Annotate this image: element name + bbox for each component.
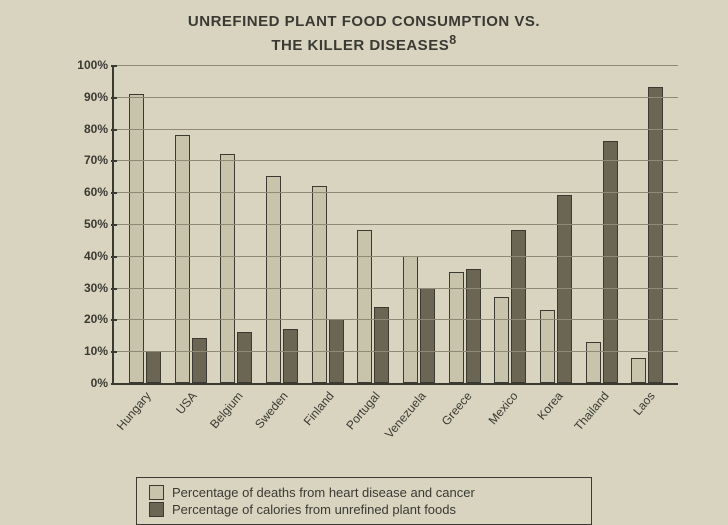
legend-label: Percentage of deaths from heart disease … <box>172 485 475 500</box>
title-line2: THE KILLER DISEASES <box>271 37 449 54</box>
x-axis-label: Hungary <box>114 389 154 433</box>
bar-deaths <box>540 310 555 383</box>
chart-title: UNREFINED PLANT FOOD CONSUMPTION VS. THE… <box>0 0 728 55</box>
x-axis-label: Thailand <box>572 389 612 433</box>
bar-plant <box>648 87 663 383</box>
gridline <box>114 256 678 257</box>
chart-area: 0%10%20%30%40%50%60%70%80%90%100% Hungar… <box>60 65 698 385</box>
bar-plant <box>603 141 618 383</box>
x-axis-label: Venezuela <box>382 389 429 441</box>
gridline <box>114 288 678 289</box>
bar-plant <box>146 351 161 383</box>
x-axis-label: Belgium <box>207 389 246 431</box>
title-line1: UNREFINED PLANT FOOD CONSUMPTION VS. <box>188 13 540 30</box>
bar-plant <box>192 338 207 383</box>
legend: Percentage of deaths from heart disease … <box>136 477 592 525</box>
legend-item: Percentage of deaths from heart disease … <box>149 484 579 501</box>
x-axis-label: Greece <box>438 389 474 428</box>
x-axis-label: USA <box>173 389 200 417</box>
y-tick <box>111 351 117 353</box>
y-tick <box>111 192 117 194</box>
bar-deaths <box>312 186 327 383</box>
y-tick <box>111 256 117 258</box>
y-axis-label: 60% <box>84 185 108 199</box>
bar-deaths <box>357 230 372 383</box>
x-axis-label: Korea <box>535 389 566 423</box>
bar-deaths <box>631 358 646 383</box>
x-axis-label: Portugal <box>343 389 382 432</box>
y-tick <box>111 288 117 290</box>
y-tick <box>111 224 117 226</box>
bar-deaths <box>586 342 601 383</box>
y-axis-label: 10% <box>84 344 108 358</box>
y-tick <box>111 160 117 162</box>
title-superscript: 8 <box>449 33 456 47</box>
bar-plant <box>466 269 481 383</box>
y-axis-label: 0% <box>91 376 108 390</box>
bar-plant <box>420 288 435 383</box>
gridline <box>114 224 678 225</box>
y-tick <box>111 383 117 385</box>
bar-deaths <box>175 135 190 383</box>
y-axis-label: 80% <box>84 122 108 136</box>
legend-label: Percentage of calories from unrefined pl… <box>172 502 456 517</box>
gridline <box>114 129 678 130</box>
legend-swatch <box>149 485 164 500</box>
y-tick <box>111 97 117 99</box>
bar-deaths <box>129 94 144 383</box>
bar-deaths <box>494 297 509 383</box>
y-tick <box>111 319 117 321</box>
y-tick <box>111 65 117 67</box>
y-axis-label: 20% <box>84 312 108 326</box>
gridline <box>114 65 678 66</box>
gridline <box>114 192 678 193</box>
plot-area: 0%10%20%30%40%50%60%70%80%90%100% <box>112 65 678 385</box>
y-axis-label: 100% <box>77 58 108 72</box>
bar-plant <box>237 332 252 383</box>
gridline <box>114 160 678 161</box>
bar-plant <box>374 307 389 383</box>
y-axis-label: 30% <box>84 281 108 295</box>
y-axis-label: 70% <box>84 153 108 167</box>
x-axis-label: Sweden <box>253 389 292 431</box>
gridline <box>114 97 678 98</box>
x-axis-label: Mexico <box>485 389 520 427</box>
legend-swatch <box>149 502 164 517</box>
y-axis-label: 50% <box>84 217 108 231</box>
x-axis-label: Finland <box>301 389 337 428</box>
gridline <box>114 319 678 320</box>
legend-item: Percentage of calories from unrefined pl… <box>149 501 579 518</box>
y-axis-label: 90% <box>84 90 108 104</box>
y-tick <box>111 129 117 131</box>
x-axis-label: Laos <box>630 389 657 418</box>
bar-plant <box>511 230 526 383</box>
bar-plant <box>283 329 298 383</box>
y-axis-label: 40% <box>84 249 108 263</box>
gridline <box>114 351 678 352</box>
bar-deaths <box>220 154 235 383</box>
